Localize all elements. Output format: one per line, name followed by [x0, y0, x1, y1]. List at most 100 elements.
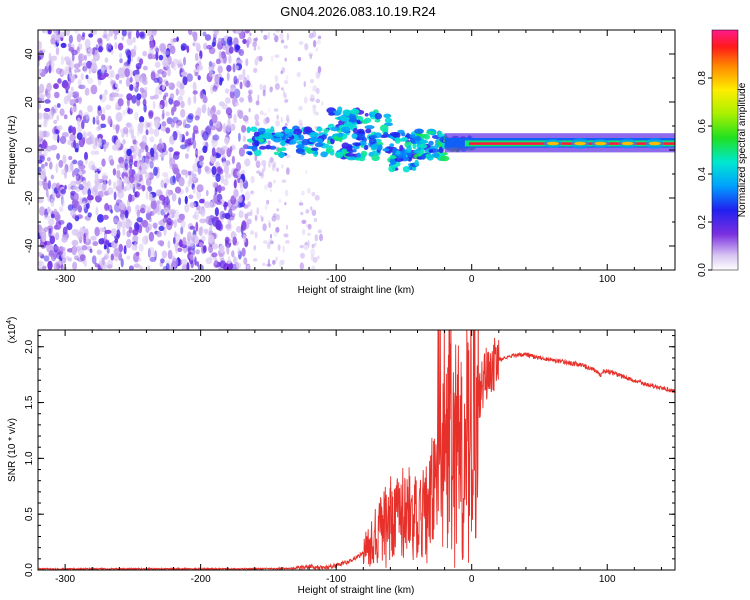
noise-blob: [41, 167, 46, 176]
noise-blob: [244, 30, 250, 34]
noise-blob: [136, 209, 141, 218]
noise-blob: [238, 74, 244, 81]
signal-blob: [384, 117, 392, 124]
noise-blob: [70, 86, 74, 92]
noise-blob: [60, 55, 64, 66]
sparse-noise-blob: [285, 224, 289, 230]
noise-blob: [168, 82, 172, 88]
noise-blob: [76, 33, 82, 43]
snr-multiplier: (x104): [6, 317, 18, 344]
noise-blob: [56, 153, 60, 160]
noise-blob: [139, 58, 144, 65]
noise-blob: [61, 132, 69, 138]
noise-blob: [212, 85, 218, 92]
noise-blob: [99, 94, 103, 100]
noise-blob: [138, 257, 142, 262]
noise-blob: [134, 111, 139, 121]
noise-blob: [64, 184, 67, 190]
noise-blob: [78, 84, 86, 90]
noise-blob: [82, 180, 87, 186]
signal-blob: [383, 113, 392, 119]
noise-blob: [91, 255, 97, 264]
noise-blob: [55, 214, 61, 222]
signal-blob: [257, 138, 265, 143]
noise-blob: [192, 247, 196, 256]
noise-blob: [47, 30, 52, 35]
noise-blob: [132, 139, 137, 145]
sparse-noise-blob: [258, 84, 264, 91]
sparse-noise-blob: [310, 248, 316, 257]
noise-blob: [226, 72, 230, 81]
noise-blob: [167, 240, 171, 249]
noise-blob: [38, 206, 46, 216]
signal-blob: [358, 140, 367, 146]
noise-blob: [86, 60, 93, 69]
snr-panel: -300 -200 -100 0 100 0.0 0.5 1.0 1.5 2.0 Height o…: [6, 317, 676, 596]
noise-blob: [186, 145, 190, 152]
noise-blob: [58, 219, 65, 225]
noise-blob: [117, 98, 124, 107]
noise-blob: [165, 80, 169, 87]
noise-blob: [220, 174, 224, 184]
noise-blob: [88, 267, 95, 270]
noise-blob: [69, 133, 76, 142]
noise-blob: [139, 74, 146, 83]
sparse-noise-blob: [317, 255, 320, 260]
noise-blob: [180, 144, 187, 150]
sparse-noise-blob: [246, 211, 252, 216]
noise-blob: [97, 214, 104, 223]
signal-blob: [293, 128, 303, 135]
noise-blob: [130, 129, 135, 139]
sparse-noise-blob: [271, 164, 276, 172]
noise-blob: [70, 192, 75, 201]
noise-blob: [206, 189, 209, 197]
noise-blob: [191, 31, 198, 38]
noise-blob: [232, 168, 239, 179]
sparse-noise-blob: [266, 263, 272, 267]
noise-blob: [244, 158, 251, 167]
sparse-noise-blob: [270, 233, 272, 239]
noise-blob: [225, 222, 233, 232]
noise-blob: [47, 260, 53, 270]
noise-blob: [175, 244, 179, 254]
noise-blob: [241, 220, 247, 231]
sparse-noise-blob: [260, 216, 264, 222]
sparse-noise-blob: [280, 116, 283, 123]
noise-blob: [153, 94, 159, 100]
noise-blob: [59, 108, 65, 116]
noise-blob: [182, 76, 188, 86]
noise-blob: [66, 222, 73, 231]
sparse-noise-blob: [274, 54, 280, 58]
noise-blob: [60, 188, 66, 195]
noise-blob: [49, 235, 56, 245]
noise-blob: [174, 186, 182, 194]
noise-blob: [208, 65, 212, 72]
noise-blob: [121, 213, 126, 222]
sparse-noise-blob: [255, 160, 261, 169]
noise-blob: [233, 75, 238, 85]
signal-blob: [269, 145, 277, 150]
noise-blob: [196, 189, 202, 200]
noise-blob: [47, 180, 52, 190]
noise-blob: [192, 125, 199, 134]
noise-blob: [56, 37, 61, 44]
noise-blob: [84, 54, 87, 61]
x-tick-label: -200: [191, 274, 211, 285]
noise-blob: [50, 174, 55, 180]
noise-blob: [85, 137, 93, 145]
noise-blob: [139, 207, 146, 214]
x-tick-label: -100: [326, 574, 346, 585]
noise-blob: [228, 215, 235, 221]
sparse-noise-blob: [283, 45, 288, 49]
sparse-noise-blob: [253, 46, 257, 51]
noise-blob: [115, 102, 119, 110]
noise-blob: [180, 220, 186, 229]
noise-blob: [196, 64, 203, 71]
sparse-noise-blob: [307, 223, 312, 230]
noise-blob: [122, 139, 126, 145]
sparse-noise-blob: [320, 101, 324, 107]
sparse-noise-blob: [284, 189, 289, 197]
noise-blob: [162, 84, 166, 91]
